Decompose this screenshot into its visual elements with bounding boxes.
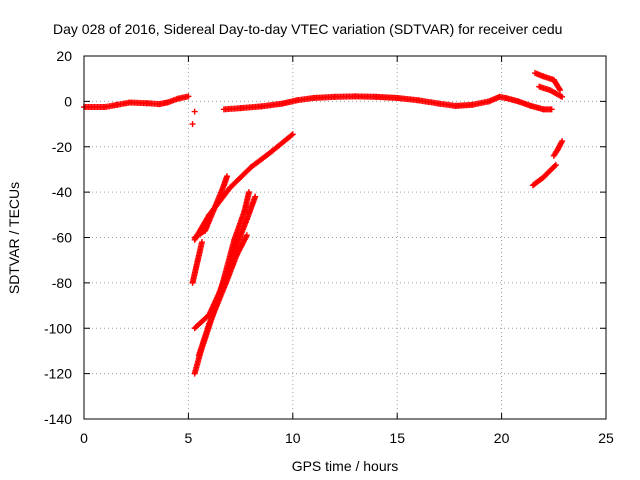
data-point [224, 173, 231, 180]
data-point [198, 239, 205, 246]
x-tick-label: 15 [389, 430, 405, 446]
data-point [289, 131, 296, 138]
y-tick-label: -40 [52, 184, 72, 200]
data-point [559, 138, 566, 145]
data-point [551, 162, 558, 169]
data-point [556, 85, 563, 92]
y-tick-label: -80 [52, 275, 72, 291]
data-point [243, 232, 250, 239]
data-point [559, 93, 566, 100]
y-tick-label: 0 [64, 93, 72, 109]
y-tick-label: -120 [44, 366, 72, 382]
data-point [191, 108, 198, 115]
chart-title: Day 028 of 2016, Sidereal Day-to-day VTE… [53, 21, 562, 37]
x-tick-label: 10 [285, 430, 301, 446]
data-points [81, 70, 566, 377]
axis-ticks: 0 5 10 15 20 25 20 0 -20 -40 -60 -80 -100 -120 -140 [44, 48, 614, 446]
data-point [245, 189, 252, 196]
x-tick-label: 5 [185, 430, 193, 446]
y-tick-label: 20 [56, 48, 72, 64]
grid [84, 56, 606, 419]
data-point [185, 93, 192, 100]
data-point [548, 106, 555, 113]
y-tick-label: -140 [44, 411, 72, 427]
y-tick-label: -60 [52, 230, 72, 246]
data-point [552, 161, 559, 168]
data-point [557, 87, 564, 94]
y-tick-label: -20 [52, 139, 72, 155]
data-point [288, 132, 295, 139]
x-tick-label: 25 [598, 430, 614, 446]
x-axis-title: GPS time / hours [292, 458, 399, 474]
y-axis-title: SDTVAR / TECUs [6, 182, 22, 294]
x-tick-label: 20 [494, 430, 510, 446]
x-tick-label: 0 [80, 430, 88, 446]
data-point [189, 121, 196, 128]
data-point [252, 193, 259, 200]
y-tick-label: -100 [44, 320, 72, 336]
